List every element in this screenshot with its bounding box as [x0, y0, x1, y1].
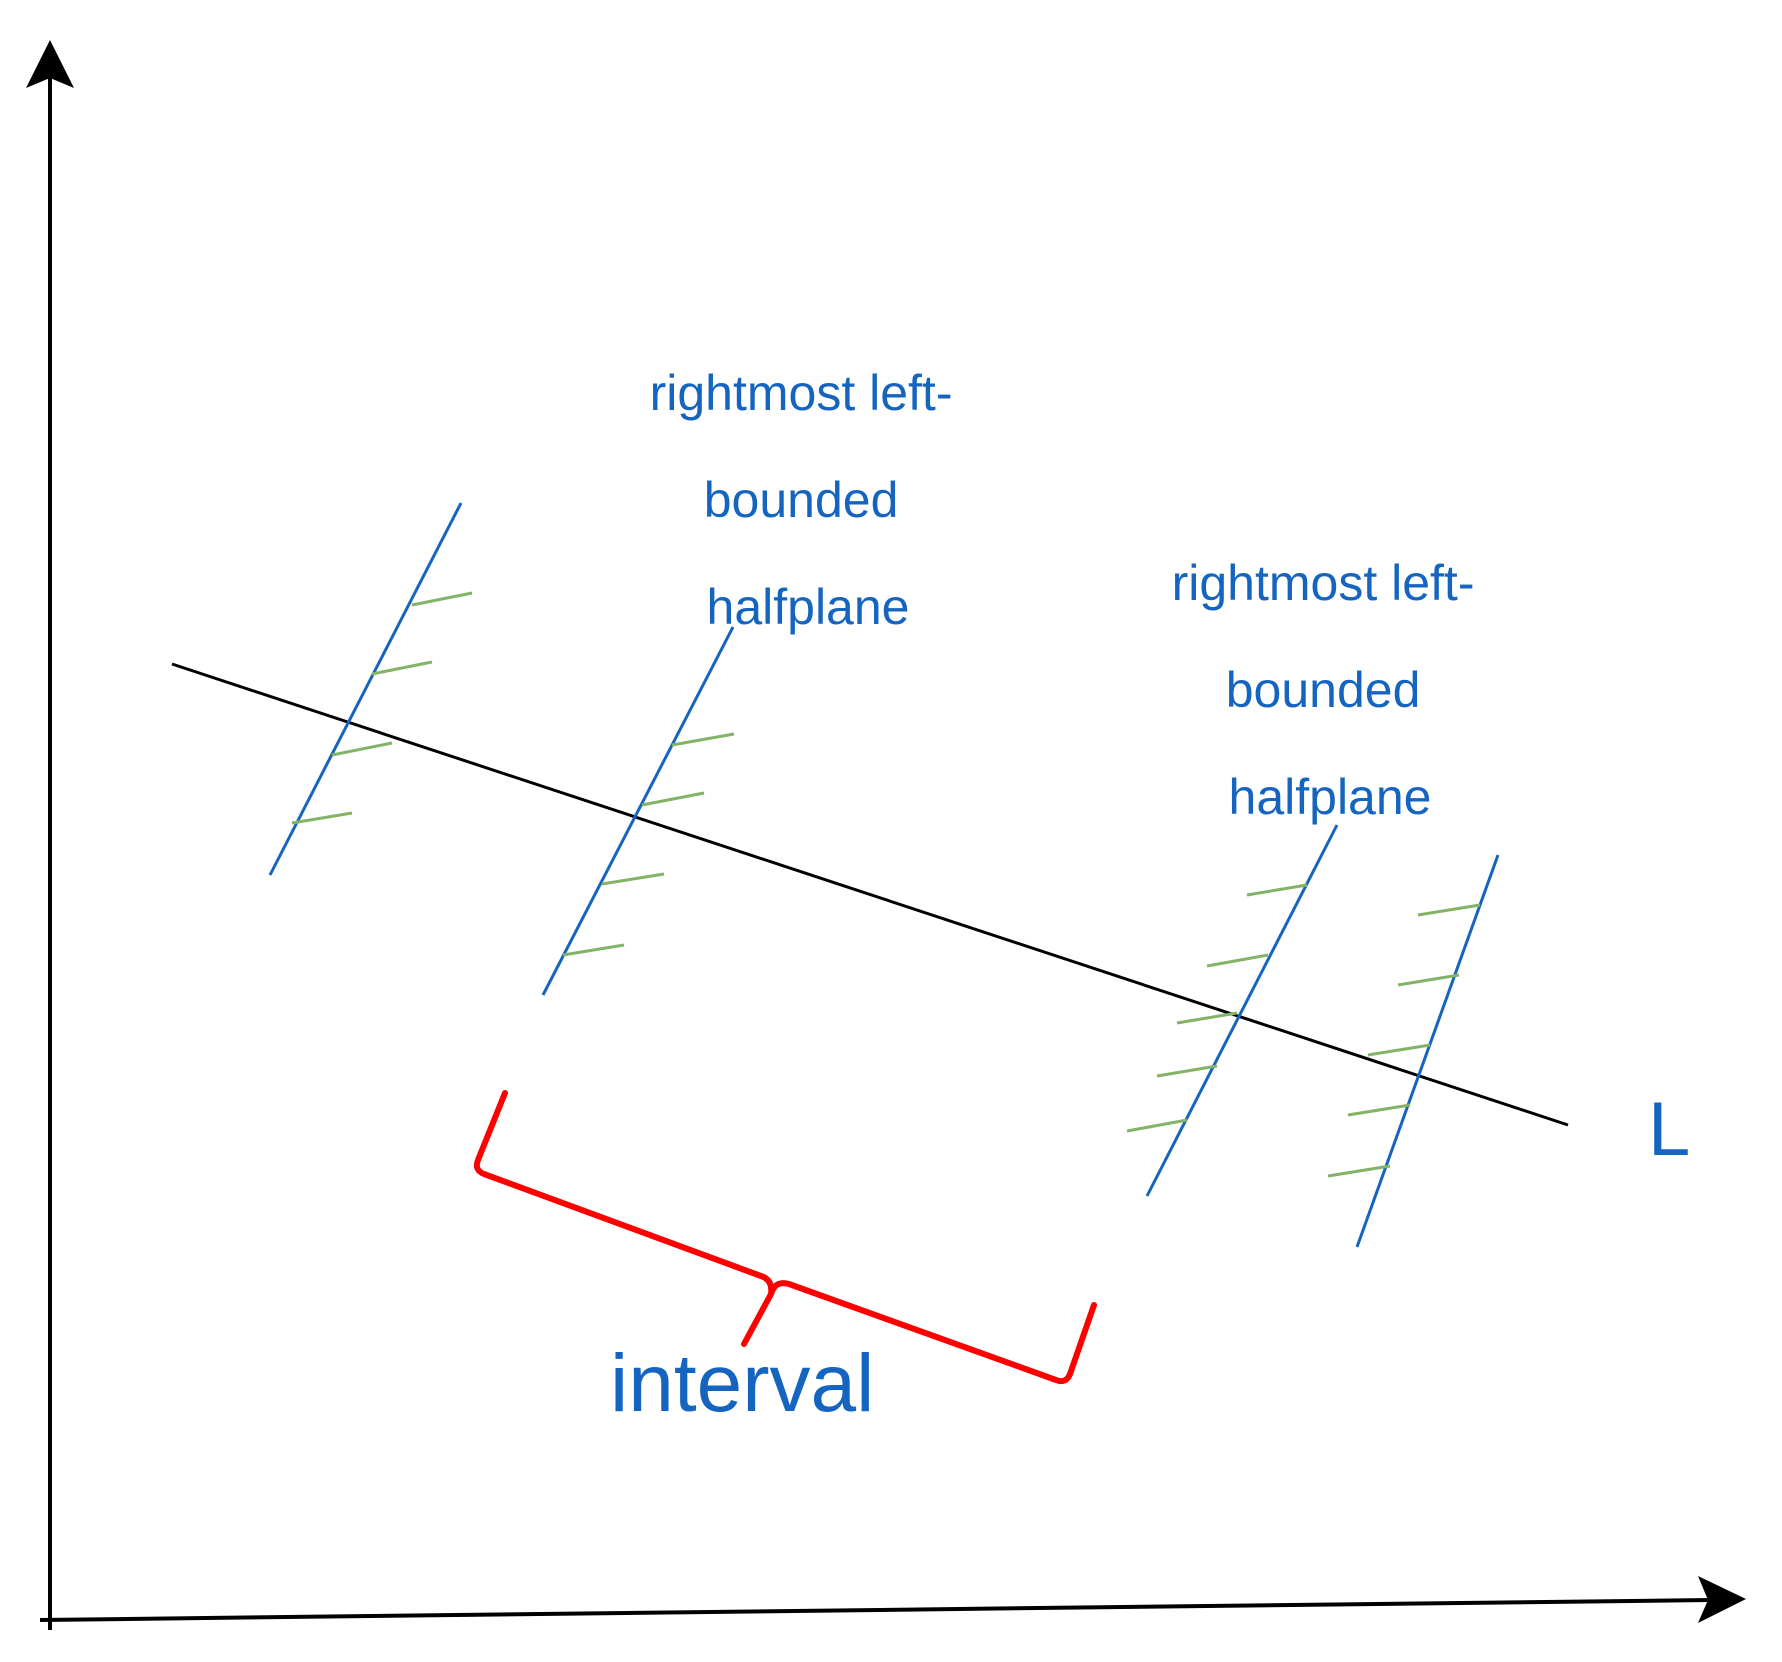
halfplane-2-boundary	[541, 626, 735, 996]
x-axis-arrowhead	[1698, 1576, 1746, 1623]
hatch-mark	[601, 872, 665, 886]
hatch-mark	[641, 791, 705, 807]
label-2-line-3: halfplane	[1229, 769, 1432, 825]
hatch-mark	[1246, 883, 1308, 897]
hatch-mark	[1206, 953, 1269, 968]
hatch-mark	[562, 943, 625, 957]
halfplane-3	[1126, 824, 1339, 1197]
hatch-mark	[671, 732, 735, 747]
rightmost-halfplane-label-1: rightmost left- bounded halfplane	[650, 365, 967, 635]
hatch-mark	[411, 591, 473, 607]
hatch-mark	[1126, 1118, 1188, 1133]
label-1-line-1: rightmost left-	[650, 365, 953, 421]
hatch-mark	[1347, 1103, 1411, 1117]
hatch-mark	[1367, 1043, 1431, 1057]
halfplane-2	[541, 626, 735, 996]
y-axis-arrowhead	[26, 40, 74, 88]
halfplane-1-boundary	[268, 502, 463, 876]
halfplane-4	[1327, 854, 1500, 1248]
halfplane-1	[268, 502, 473, 876]
halfplane-3-boundary	[1145, 824, 1339, 1197]
hatch-mark	[1417, 903, 1481, 917]
hatch-mark	[371, 660, 433, 676]
axes	[26, 40, 1746, 1630]
hatch-mark	[1156, 1064, 1218, 1078]
interval-label: interval	[610, 1338, 874, 1429]
label-1-line-3: halfplane	[707, 579, 910, 635]
hatch-mark	[1176, 1011, 1238, 1025]
label-1-line-2: bounded	[704, 472, 899, 528]
hatch-mark	[291, 811, 353, 825]
rightmost-halfplane-label-2: rightmost left- bounded halfplane	[1172, 555, 1489, 825]
line-L-label: L	[1648, 1087, 1690, 1172]
line-L	[171, 662, 1569, 1127]
x-axis	[39, 1598, 1711, 1622]
interval-bracket	[473, 1090, 1097, 1385]
halfplane-4-boundary	[1355, 854, 1500, 1248]
hatch-mark	[1397, 973, 1460, 987]
label-2-line-1: rightmost left-	[1172, 555, 1475, 611]
hatch-mark	[1327, 1164, 1391, 1178]
label-2-line-2: bounded	[1226, 662, 1421, 718]
hatch-mark	[331, 741, 393, 757]
